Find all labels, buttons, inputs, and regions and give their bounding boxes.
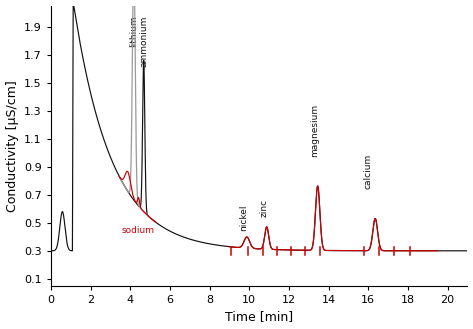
Text: ammonium: ammonium: [139, 15, 148, 67]
Text: nickel: nickel: [239, 205, 248, 231]
Text: magnesium: magnesium: [310, 104, 319, 157]
Text: calcium: calcium: [364, 154, 373, 189]
Text: sodium: sodium: [121, 226, 154, 236]
Y-axis label: Conductivity [μS/cm]: Conductivity [μS/cm]: [6, 80, 18, 212]
X-axis label: Time [min]: Time [min]: [225, 311, 293, 323]
Text: lithium: lithium: [129, 15, 138, 47]
Text: zinc: zinc: [260, 199, 269, 217]
